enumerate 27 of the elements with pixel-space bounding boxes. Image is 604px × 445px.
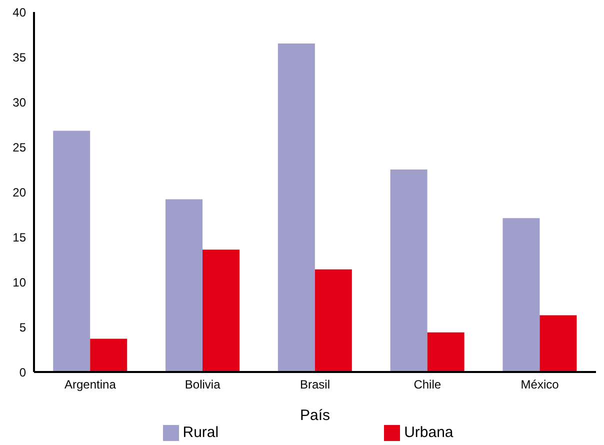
- y-tick-label: 0: [19, 365, 26, 380]
- x-tick-label: Argentina: [64, 378, 116, 392]
- bar: [540, 315, 577, 372]
- bar: [502, 218, 540, 372]
- bar: [314, 269, 352, 372]
- legend-label: Rural: [182, 424, 219, 441]
- bar: [202, 250, 240, 372]
- x-tick-label: México: [520, 378, 560, 392]
- x-axis-title: País: [300, 407, 330, 424]
- y-tick-label: 40: [12, 5, 26, 20]
- legend-label: Urbana: [404, 424, 454, 441]
- y-tick-label: 25: [12, 140, 26, 154]
- y-tick-label: 20: [12, 185, 26, 200]
- y-tick-label: 5: [19, 320, 26, 334]
- bar: [53, 130, 90, 372]
- y-tick-label: 35: [12, 50, 26, 64]
- bar: [166, 199, 203, 372]
- bar: [427, 332, 464, 372]
- y-tick-label: 30: [12, 95, 26, 110]
- bar: [90, 338, 128, 372]
- x-tick-label: Bolivia: [184, 378, 221, 392]
- y-tick-label: 10: [12, 275, 26, 290]
- bar: [390, 170, 428, 372]
- bar: [278, 44, 315, 372]
- y-tick-label: 15: [12, 230, 26, 244]
- x-tick-label: Brasil: [300, 378, 330, 392]
- x-tick-label: Chile: [414, 378, 442, 392]
